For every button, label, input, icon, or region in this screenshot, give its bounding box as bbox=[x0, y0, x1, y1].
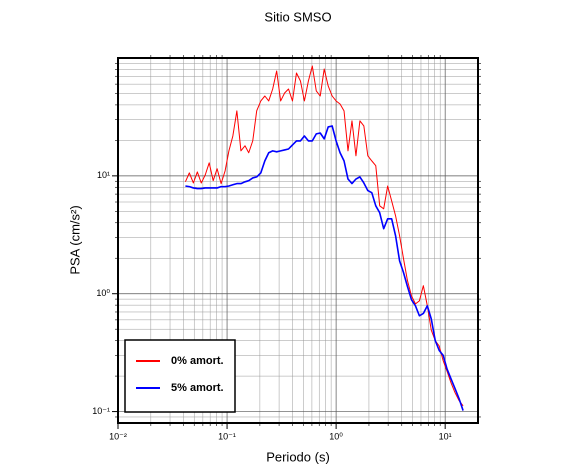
series-line bbox=[185, 125, 464, 411]
legend-label: 5% amort. bbox=[171, 382, 224, 394]
y-tick-label: 10⁻¹ bbox=[92, 406, 110, 416]
x-tick-label: 10⁻¹ bbox=[218, 431, 236, 441]
legend-label: 0% amort. bbox=[171, 355, 224, 367]
plot-frame bbox=[117, 57, 479, 424]
y-axis-label: PSA (cm/s²) bbox=[67, 205, 82, 274]
x-tick-label: 10⁰ bbox=[329, 431, 343, 441]
x-tick-label: 10⁻² bbox=[109, 431, 127, 441]
chart-title: Sitio SMSO bbox=[264, 9, 331, 24]
x-axis-label: Periodo (s) bbox=[266, 449, 330, 464]
series-line bbox=[184, 65, 464, 407]
x-tick-label: 10¹ bbox=[439, 431, 452, 441]
legend-box bbox=[124, 339, 236, 413]
y-tick-label: 10⁰ bbox=[96, 288, 110, 298]
y-tick-label: 10¹ bbox=[97, 170, 110, 180]
